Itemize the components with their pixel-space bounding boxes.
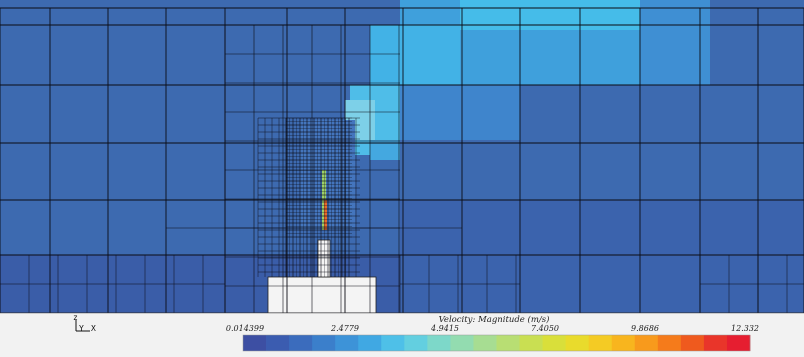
colorbar: Velocity: Magnitude (m/s) 0.014399 2.4779… — [226, 314, 759, 352]
colorbar-tick-label: 4.9415 — [430, 324, 459, 333]
colorbar-frame — [242, 334, 751, 352]
triad-y-label: Y — [79, 324, 84, 333]
colorbar-swatch — [542, 335, 567, 351]
colorbar-tick-label: 2.4779 — [330, 324, 359, 333]
colorbar-title: Velocity: Magnitude (m/s) — [439, 314, 550, 325]
colorbar-swatch — [381, 335, 405, 351]
velocity-field — [0, 0, 804, 314]
upper-jet-transition — [400, 85, 520, 140]
colorbar-swatch — [450, 335, 474, 351]
colorbar-swatch — [335, 335, 359, 351]
colorbar-swatch — [657, 335, 682, 351]
upper-jet-fringe — [640, 0, 710, 85]
triad-x-label: X — [91, 324, 96, 333]
colorbar-swatch — [289, 335, 313, 351]
colorbar-swatch — [404, 335, 428, 351]
upper-jet-mid — [370, 25, 460, 85]
colorbar-swatch — [588, 335, 613, 351]
triad-z-label: z — [73, 313, 78, 322]
colorbar-swatch — [312, 335, 336, 351]
building-base — [267, 276, 377, 314]
colorbar-swatch — [473, 335, 497, 351]
colorbar-tick-label: 0.014399 — [226, 324, 264, 333]
tower-core-hot — [324, 200, 327, 230]
colorbar-tick-label: 9.8686 — [631, 324, 659, 333]
colorbar-swatch — [703, 335, 728, 351]
colorbar-swatch — [611, 335, 636, 351]
colorbar-swatch — [358, 335, 382, 351]
wake-mid — [370, 140, 400, 160]
colorbar-tick-label: 12.332 — [731, 324, 759, 333]
lower-right-band — [400, 200, 804, 313]
colorbar-swatch — [634, 335, 659, 351]
colorbar-tick-label: 7.4050 — [531, 324, 559, 333]
colorbar-swatch — [496, 335, 520, 351]
mesh-grid — [0, 7, 804, 314]
axis-triad: z Y X — [73, 313, 96, 333]
colorbar-tick-labels: 0.014399 2.4779 4.9415 7.4050 9.8686 12.332 — [226, 324, 759, 333]
colorbar-swatch — [565, 335, 590, 351]
upper-jet-core — [460, 0, 640, 30]
colorbar-swatch — [427, 335, 451, 351]
colorbar-swatch — [266, 335, 290, 351]
colorbar-swatches — [243, 335, 751, 351]
colorbar-swatch — [519, 335, 543, 351]
colorbar-swatch — [726, 335, 751, 351]
tower-column — [300, 120, 355, 230]
colorbar-swatch — [243, 335, 267, 351]
colorbar-swatch — [680, 335, 705, 351]
